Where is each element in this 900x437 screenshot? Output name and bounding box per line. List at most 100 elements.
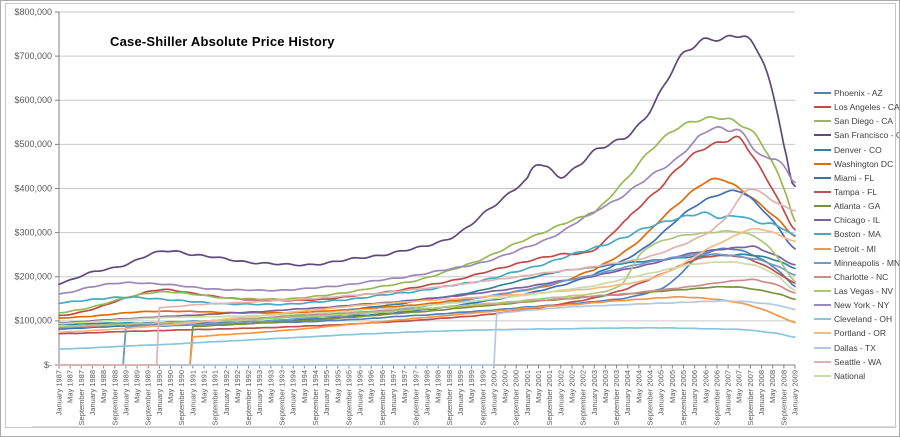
legend-swatch [814,148,831,151]
series-line-new-york-ny[interactable] [58,126,796,295]
legend-item[interactable]: Boston - MA [814,227,899,241]
legend-swatch [814,162,831,165]
x-axis-label: May 1999 [467,370,476,403]
x-axis-label: January 1995 [322,370,331,415]
x-axis-label: September 2001 [545,370,554,425]
y-axis-label: $200,000 [14,272,52,282]
legend-item[interactable]: Charlotte - NC [814,270,899,284]
x-axis-label: September 2004 [646,370,655,425]
legend-item[interactable]: Tampa - FL [814,185,899,199]
series-line-san-francisco-ca[interactable] [58,34,796,286]
legend-item[interactable]: Dallas - TX [814,341,899,355]
legend-item[interactable]: National [814,369,899,383]
series-line-boston-ma[interactable] [58,211,796,306]
legend-label: Boston - MA [834,229,881,240]
series-line-dallas-tx[interactable] [58,299,796,366]
series-line-seattle-wa[interactable] [58,188,796,366]
legend-item[interactable]: Minneapolis - MN [814,256,900,270]
legend-swatch [814,191,831,194]
x-axis-label: September 1999 [478,370,487,425]
x-axis-label: January 1992 [222,370,231,415]
legend-swatch [814,374,831,377]
legend-label: Denver - CO [834,144,882,155]
legend-swatch [814,346,831,349]
legend-item[interactable]: Miami - FL [814,171,899,185]
series-line-cleveland-oh[interactable] [58,326,796,350]
y-axis-label: $500,000 [14,139,52,149]
legend-item[interactable]: Seattle - WA [814,355,899,369]
x-axis-label: May 1990 [166,370,175,403]
x-axis-label: May 2005 [668,370,677,403]
legend-swatch [814,332,831,335]
legend-label: Washington DC [834,158,894,169]
x-axis-label: September 1993 [278,370,287,425]
legend-item[interactable]: Atlanta - GA [814,199,899,213]
legend-item[interactable]: Portland - OR [814,326,899,340]
x-axis-label: January 2001 [523,370,532,415]
legend-item[interactable]: Cleveland - OH [814,312,899,326]
chart-object[interactable]: $800,000 $700,000 $600,000 $500,000 $400,000… [5,3,899,428]
legend-swatch [814,275,831,278]
legend-item[interactable]: Los Angeles - CA [814,100,899,114]
x-axis-label: September 1988 [110,370,119,425]
x-axis-label: January 2003 [590,370,599,415]
y-axis-label: $700,000 [14,51,52,61]
x-axis-label: September 1987 [77,370,86,425]
x-axis-label: May 1989 [133,370,142,403]
legend-label: Tampa - FL [834,187,877,198]
legend-item[interactable]: New York - NY [814,298,899,312]
y-axis-label: $600,000 [14,95,52,105]
legend-label: National [834,370,866,381]
legend-label: New York - NY [834,300,890,311]
legend-swatch [814,106,831,109]
legend-label: Dallas - TX [834,342,876,353]
x-axis-label: January 2009 [791,370,800,415]
legend-label: Portland - OR [834,328,886,339]
series-line-portland-or[interactable] [58,227,796,333]
legend-item[interactable]: Phoenix - AZ [814,86,899,100]
legend-item[interactable]: San Francisco - CA [814,128,899,142]
series-line-national[interactable] [58,261,796,325]
legend-label: Detroit - MI [834,243,877,254]
legend-swatch [814,304,831,307]
x-axis-label: September 2002 [579,370,588,425]
x-axis-label: September 2007 [746,370,755,425]
legend-label: Minneapolis - MN [834,257,900,268]
x-axis-label: May 1997 [400,370,409,403]
x-axis-label: January 1988 [88,370,97,415]
legend-label: Phoenix - AZ [834,88,883,99]
x-axis-label: September 1990 [177,370,186,425]
legend-label: Seattle - WA [834,356,882,367]
y-axis-label: $300,000 [14,227,52,237]
x-axis-label: May 1995 [333,370,342,403]
y-axis-label: $800,000 [14,7,52,17]
x-axis-label: September 2008 [779,370,788,425]
legend-item[interactable]: Detroit - MI [814,242,899,256]
x-axis-label: September 1998 [445,370,454,425]
series-line-las-vegas-nv[interactable] [58,229,796,328]
x-axis-label: May 2008 [768,370,777,403]
x-axis-label: May 2003 [601,370,610,403]
x-axis-label: May 1991 [199,370,208,403]
x-axis-label: May 2006 [701,370,710,403]
x-axis-label: January 1994 [289,370,298,415]
series-line-san-diego-ca[interactable] [58,115,796,314]
legend-item[interactable]: Denver - CO [814,143,899,157]
legend-item[interactable]: Chicago - IL [814,213,899,227]
x-axis-label: September 2000 [512,370,521,425]
x-axis-label: September 1996 [378,370,387,425]
series-line-washington-dc[interactable] [58,177,796,319]
x-axis-label: January 2005 [657,370,666,415]
legend-item[interactable]: San Diego - CA [814,114,899,128]
legend-item[interactable]: Washington DC [814,157,899,171]
legend-label: Miami - FL [834,172,875,183]
y-axis-label: $400,000 [14,183,52,193]
legend-label: San Francisco - CA [834,130,899,141]
x-axis-label: January 1989 [121,370,130,415]
legend-swatch [814,205,831,208]
x-axis-label: May 1996 [367,370,376,403]
plot-svg: $800,000 $700,000 $600,000 $500,000 $400,000… [6,7,897,427]
x-axis-label: January 2006 [690,370,699,415]
legend-item[interactable]: Las Vegas - NV [814,284,899,298]
